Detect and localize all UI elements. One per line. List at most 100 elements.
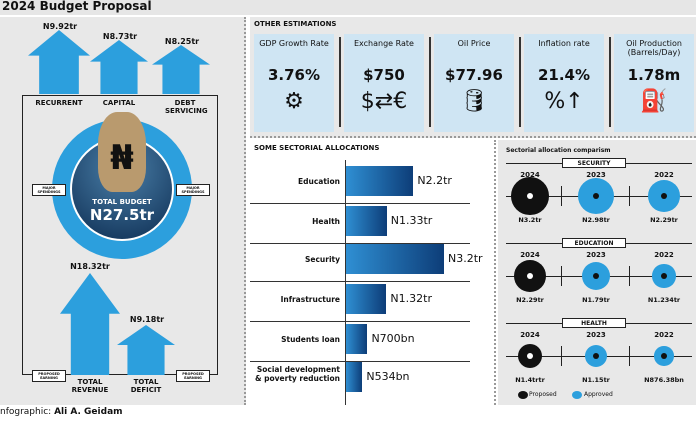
bubble-center-dot — [527, 193, 533, 199]
year-divider — [561, 266, 562, 286]
estimate-card: Oil Price $77.96 🛢 — [434, 34, 514, 132]
estimate-divider — [429, 37, 431, 127]
page-title: 2024 Budget Proposal — [0, 0, 696, 15]
estimate-name: GDP Growth Rate — [259, 39, 329, 48]
recurrent-arrow — [28, 30, 90, 94]
estimate-value: $77.96 — [445, 66, 503, 84]
bar — [346, 284, 387, 314]
debt-arrow — [152, 45, 210, 94]
capital-arrow — [90, 40, 148, 94]
bubble-value-label: N2.29tr — [516, 296, 544, 304]
bar — [346, 206, 387, 236]
bar — [346, 244, 444, 274]
year-divider — [629, 186, 630, 206]
row-divider — [250, 321, 470, 322]
bar-value-label: N1.32tr — [390, 292, 432, 305]
major-spendings-tag-left: MAJOR SPENDINGS — [32, 184, 66, 196]
flow-frame — [22, 95, 218, 375]
row-divider — [250, 203, 470, 204]
year-label: 2024 — [520, 171, 540, 179]
row-divider — [250, 281, 470, 282]
year-label: 2022 — [654, 331, 674, 339]
total-budget-label: TOTAL BUDGET — [92, 198, 152, 206]
budget-overview-panel: N9.92tr N8.73tr N8.25tr RECURRENT CAPITA… — [0, 17, 246, 405]
bar-axis — [345, 160, 346, 405]
bubble-value-label: N1.15tr — [582, 376, 610, 384]
estimate-name: Inflation rate — [538, 39, 590, 48]
recurrent-label: RECURRENT — [35, 99, 83, 107]
bar — [346, 362, 363, 392]
year-divider — [629, 266, 630, 286]
revenue-label: TOTAL REVENUE — [71, 378, 109, 394]
group-title: EDUCATION — [562, 238, 626, 248]
year-label: 2022 — [654, 171, 674, 179]
bar-value-label: N700bn — [371, 332, 415, 345]
year-label: 2022 — [654, 251, 674, 259]
comparison-heading: Sectorial allocation comparism — [506, 147, 611, 154]
other-estimations-panel: OTHER ESTIMATIONS GDP Growth Rate 3.76% ⚙ E… — [250, 17, 696, 138]
bubble-center-dot — [593, 273, 599, 279]
sectorial-allocations-panel: SOME SECTORIAL ALLOCATIONS Education N2.2… — [250, 140, 496, 405]
estimate-divider — [519, 37, 521, 127]
row-divider — [250, 361, 470, 362]
allocation-comparison-panel: Sectorial allocation comparism SECURITY 2… — [498, 140, 696, 405]
bubble-value-label: N876.38bn — [644, 376, 684, 384]
estimate-name: Oil Price — [457, 39, 491, 48]
bubble-value-label: N2.98tr — [582, 216, 610, 224]
bubble-center-dot — [661, 193, 667, 199]
bubble-value-label: N1.4trtr — [515, 376, 545, 384]
oil-rig-icon: ⛽ — [640, 89, 668, 114]
inflation-up-icon: %↑ — [544, 89, 584, 114]
bar-category: Security — [304, 255, 340, 264]
bar-category: Education — [298, 177, 340, 186]
bar — [346, 166, 414, 196]
deficit-label: TOTAL DEFICIT — [130, 378, 162, 394]
debt-label: DEBT SERVICING — [165, 99, 208, 115]
legend-proposed-label: Proposed — [529, 391, 557, 398]
row-divider — [250, 243, 470, 244]
bar — [346, 324, 368, 354]
estimate-value: $750 — [363, 66, 405, 84]
estimate-card: Inflation rate 21.4% %↑ — [524, 34, 604, 132]
year-divider — [629, 346, 630, 366]
estimations-heading: OTHER ESTIMATIONS — [254, 20, 337, 28]
credit-line: nfographic: Ali A. Geidam — [0, 407, 123, 417]
bubble-value-label: N2.29tr — [650, 216, 678, 224]
capital-amount: N8.73tr — [102, 32, 138, 41]
estimate-name: Oil Production (Barrels/Day) — [626, 39, 682, 57]
bubble-value-label: N1.79tr — [582, 296, 610, 304]
year-divider — [561, 186, 562, 206]
deficit-amount: N9.18tr — [129, 315, 165, 324]
year-divider — [561, 346, 562, 366]
bubble-center-dot — [527, 353, 533, 359]
group-title: SECURITY — [562, 158, 626, 168]
revenue-amount: N18.32tr — [70, 262, 110, 271]
bar-value-label: N2.2tr — [417, 174, 452, 187]
estimate-card: GDP Growth Rate 3.76% ⚙ — [254, 34, 334, 132]
bubble-center-dot — [527, 273, 533, 279]
proposed-earning-tag-right: PROPOSED EARNING — [176, 370, 210, 382]
legend-approved-label: Approved — [584, 391, 613, 398]
year-label: 2023 — [586, 331, 606, 339]
bubble-center-dot — [593, 353, 599, 359]
currency-exchange-icon: $⇄€ — [360, 89, 408, 114]
debt-amount: N8.25tr — [164, 37, 200, 46]
estimate-divider — [339, 37, 341, 127]
allocations-heading: SOME SECTORIAL ALLOCATIONS — [254, 144, 380, 152]
bubble-center-dot — [593, 193, 599, 199]
bar-value-label: N534bn — [366, 370, 410, 383]
legend-approved-swatch — [572, 391, 582, 399]
bubble-value-label: N3.2tr — [518, 216, 542, 224]
credit-prefix: nfographic: — [0, 407, 52, 417]
money-bag-icon: ₦ — [98, 112, 146, 192]
recurrent-amount: N9.92tr — [42, 22, 78, 31]
bubble-center-dot — [661, 353, 667, 359]
estimate-name: Exchange Rate — [354, 39, 414, 48]
bubble-value-label: N1.234tr — [647, 296, 681, 304]
proposed-earning-tag-left: PROPOSED EARNING — [32, 370, 66, 382]
year-label: 2023 — [586, 251, 606, 259]
oil-barrel-chart-icon: 🛢 — [460, 89, 488, 114]
legend-proposed-swatch — [518, 391, 528, 399]
group-title: HEALTH — [562, 318, 626, 328]
year-label: 2024 — [520, 251, 540, 259]
